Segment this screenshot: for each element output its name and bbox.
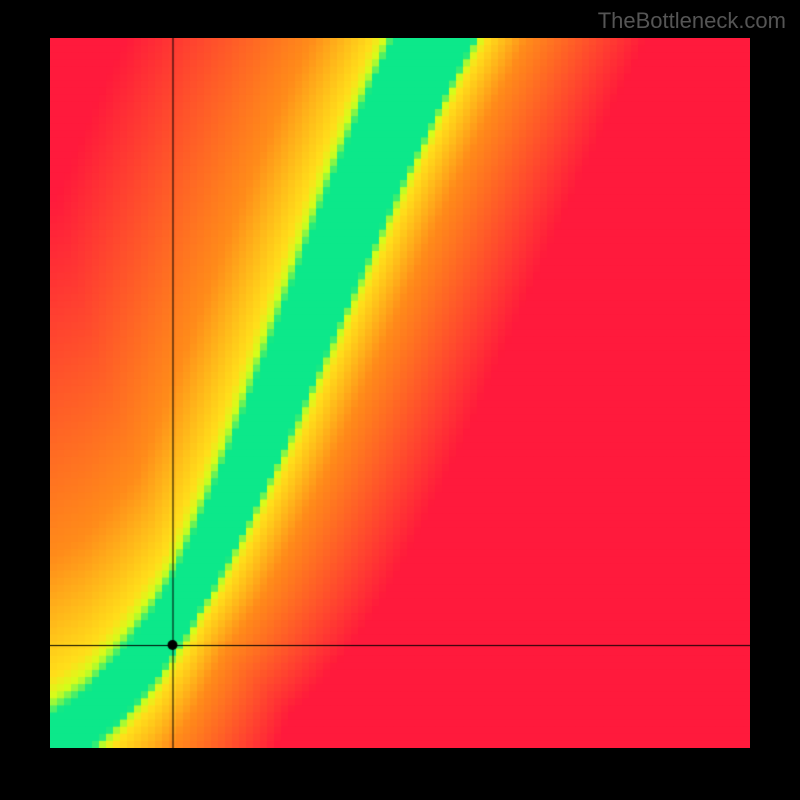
heatmap-canvas — [50, 38, 750, 748]
heatmap-plot — [50, 38, 750, 748]
watermark-text: TheBottleneck.com — [598, 8, 786, 34]
